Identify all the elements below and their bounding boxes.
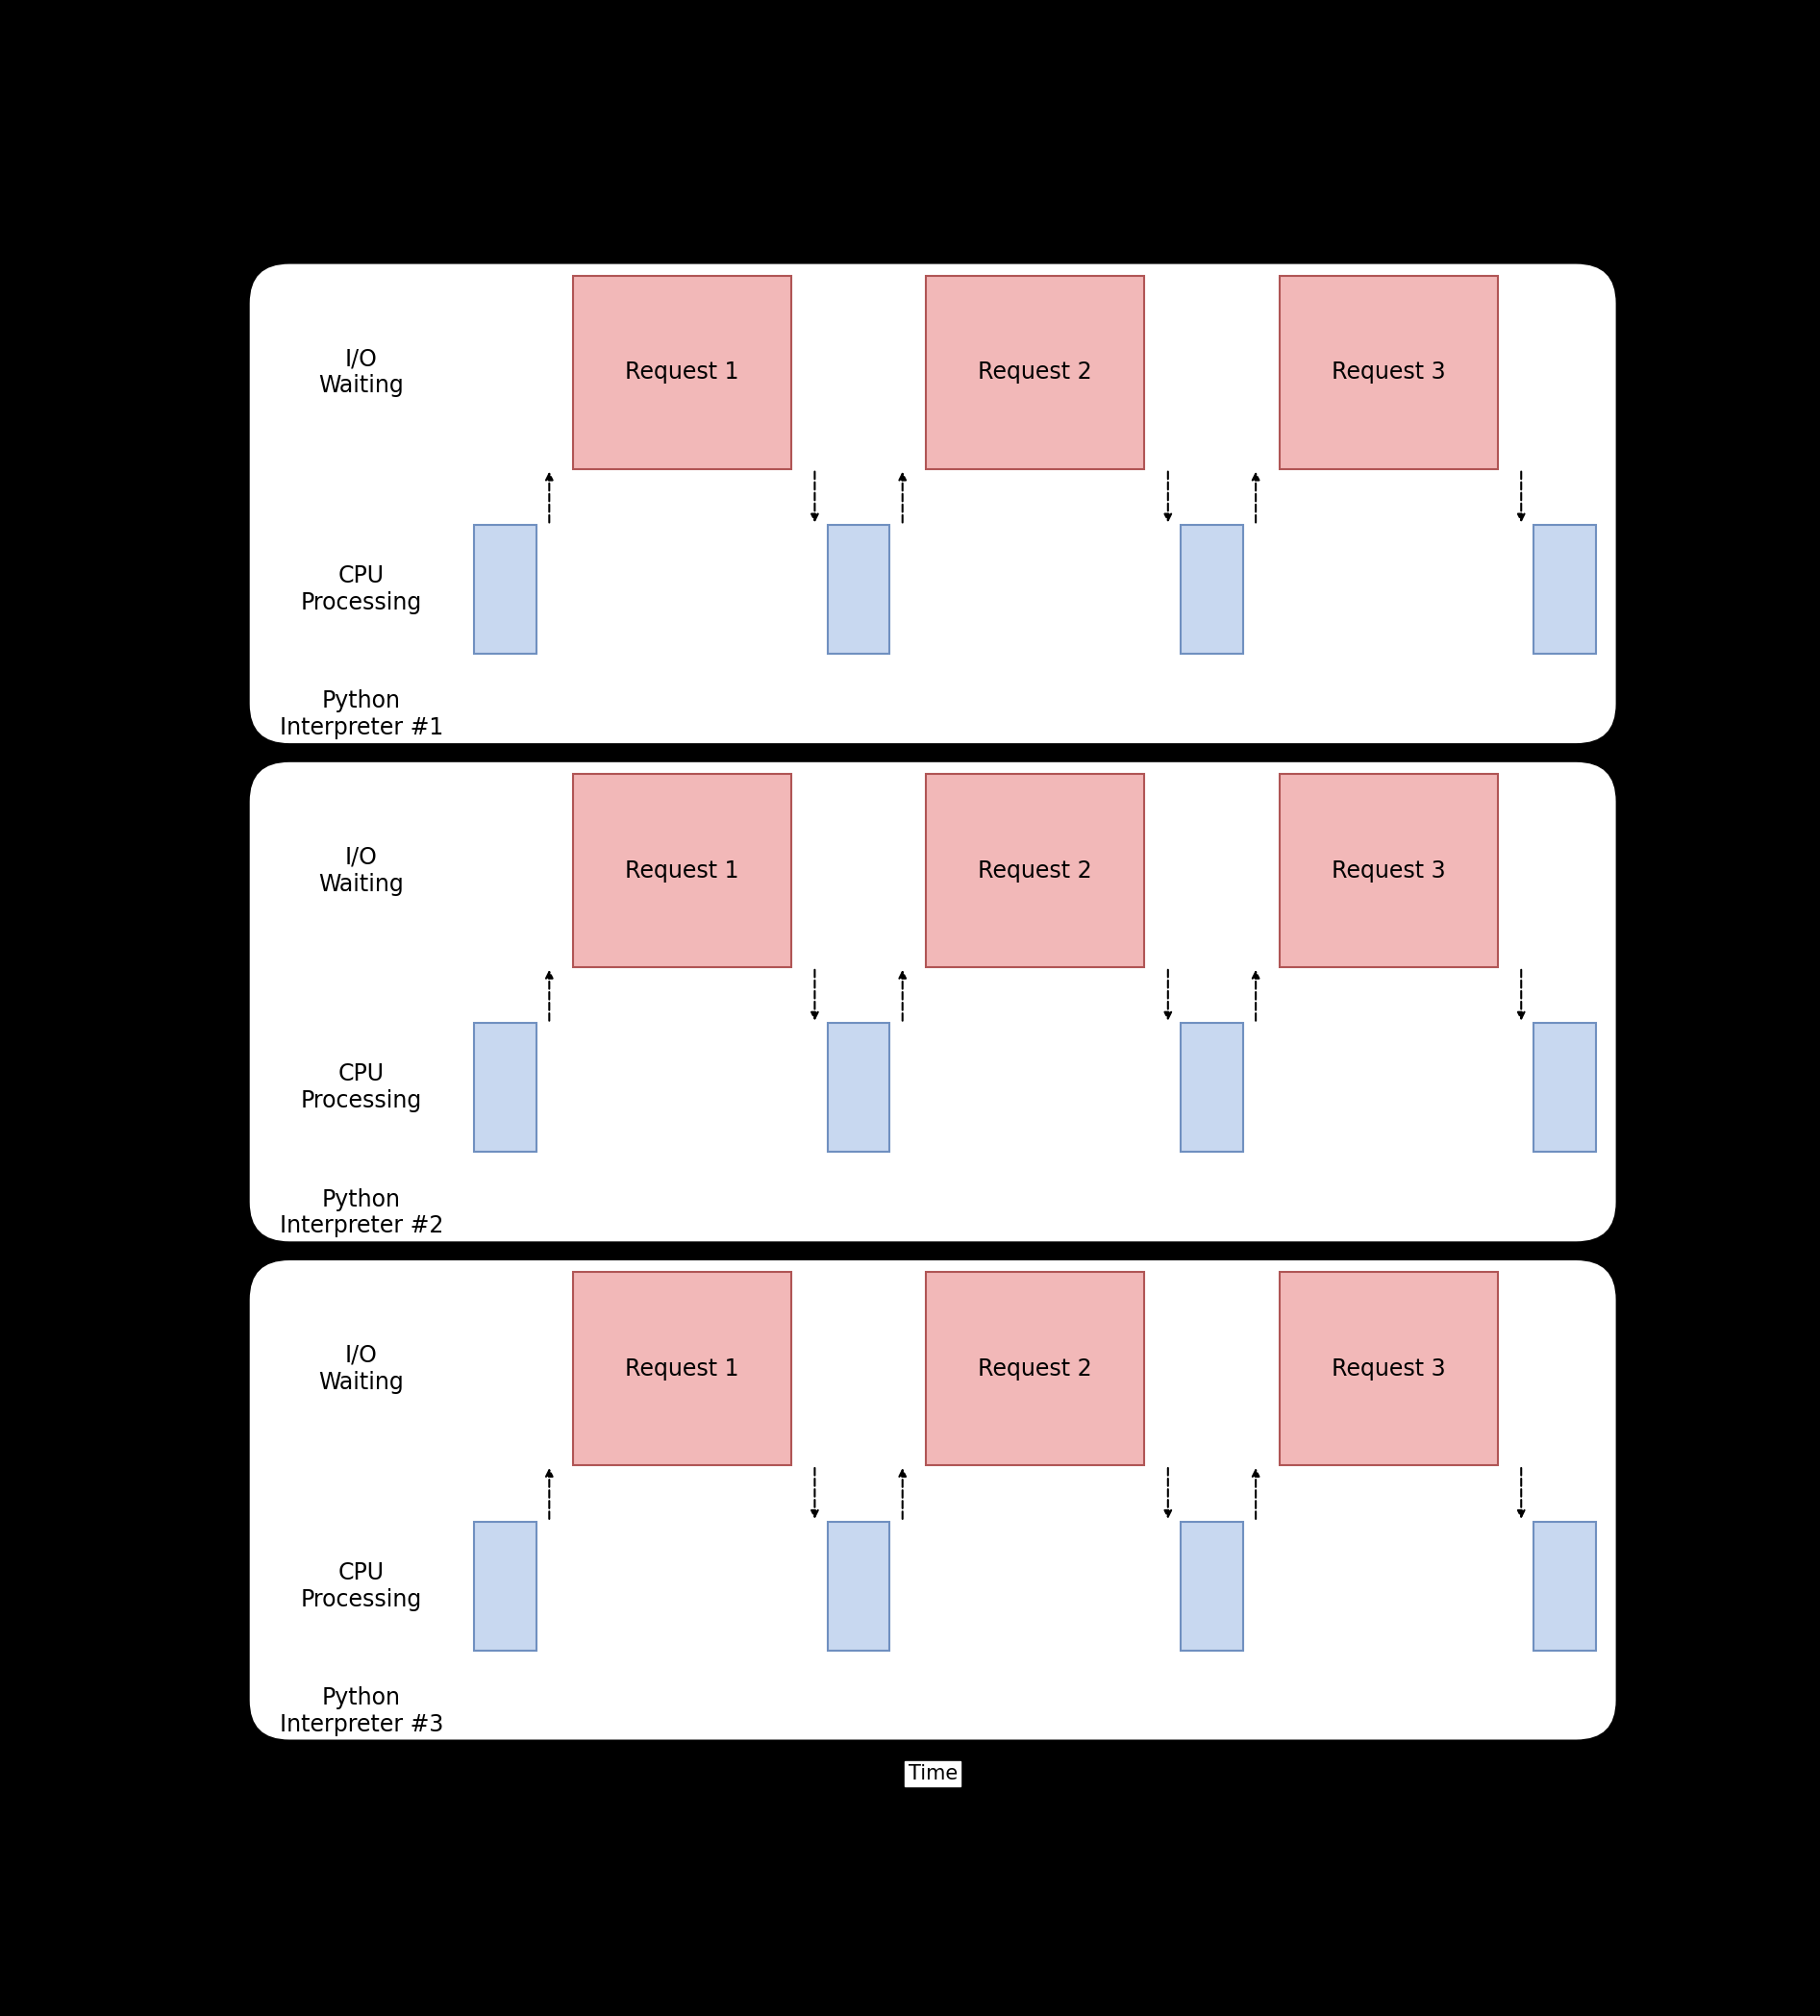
- Bar: [1534, 1522, 1596, 1651]
- Bar: [1279, 1272, 1498, 1466]
- Text: I/O
Waiting: I/O Waiting: [318, 847, 404, 895]
- FancyBboxPatch shape: [248, 1260, 1618, 1742]
- Text: I/O
Waiting: I/O Waiting: [318, 347, 404, 397]
- Bar: [1279, 276, 1498, 470]
- Bar: [828, 526, 890, 653]
- Text: Request 3: Request 3: [1332, 1357, 1445, 1381]
- Bar: [1181, 1522, 1243, 1651]
- Bar: [573, 1272, 792, 1466]
- Text: Python
Interpreter #1: Python Interpreter #1: [280, 689, 442, 740]
- Bar: [573, 276, 792, 470]
- Bar: [475, 526, 537, 653]
- Text: Request 2: Request 2: [977, 361, 1092, 383]
- Text: CPU
Processing: CPU Processing: [300, 1062, 422, 1113]
- Text: Request 1: Request 1: [624, 361, 739, 383]
- FancyBboxPatch shape: [248, 760, 1618, 1242]
- Text: Request 2: Request 2: [977, 1357, 1092, 1381]
- Bar: [926, 774, 1145, 968]
- Text: Request 3: Request 3: [1332, 361, 1445, 383]
- Bar: [1534, 1024, 1596, 1151]
- Bar: [475, 1024, 537, 1151]
- Bar: [1534, 526, 1596, 653]
- Bar: [926, 1272, 1145, 1466]
- FancyBboxPatch shape: [248, 262, 1618, 744]
- Text: Request 1: Request 1: [624, 1357, 739, 1381]
- Bar: [1279, 774, 1498, 968]
- Text: Time: Time: [908, 1764, 957, 1784]
- Text: Request 1: Request 1: [624, 859, 739, 883]
- Bar: [475, 1522, 537, 1651]
- Text: Python
Interpreter #3: Python Interpreter #3: [280, 1685, 444, 1736]
- Text: CPU
Processing: CPU Processing: [300, 1560, 422, 1611]
- Bar: [828, 1024, 890, 1151]
- Text: I/O
Waiting: I/O Waiting: [318, 1345, 404, 1393]
- Text: Python
Interpreter #2: Python Interpreter #2: [280, 1187, 444, 1238]
- Text: Request 2: Request 2: [977, 859, 1092, 883]
- Bar: [926, 276, 1145, 470]
- Text: CPU
Processing: CPU Processing: [300, 564, 422, 615]
- Bar: [828, 1522, 890, 1651]
- Bar: [1181, 526, 1243, 653]
- Bar: [573, 774, 792, 968]
- Text: Request 3: Request 3: [1332, 859, 1445, 883]
- Bar: [1181, 1024, 1243, 1151]
